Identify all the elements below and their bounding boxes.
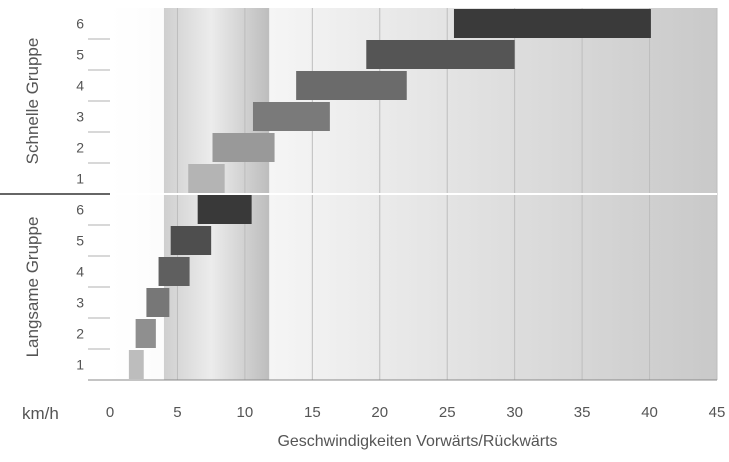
gear-label: 3 <box>76 109 84 125</box>
gear-bar <box>252 102 330 131</box>
x-tick-label: 40 <box>641 404 658 421</box>
x-tick-label: 20 <box>371 404 388 421</box>
group-label: Langsame Gruppe <box>23 217 42 358</box>
x-tick-label: 10 <box>237 404 254 421</box>
gear-bar <box>366 40 515 69</box>
x-tick-label: 35 <box>574 404 591 421</box>
gear-label: 6 <box>76 202 84 218</box>
gear-bar <box>146 288 170 317</box>
gear-label: 2 <box>76 140 84 156</box>
gear-bar <box>212 133 275 162</box>
gear-label: 1 <box>76 357 84 373</box>
group-label: Schnelle Gruppe <box>23 38 42 165</box>
gear-label: 2 <box>76 326 84 342</box>
x-tick-label: 5 <box>173 404 181 421</box>
gear-bar <box>296 71 407 100</box>
gear-label: 6 <box>76 16 84 32</box>
gear-bar <box>158 257 190 286</box>
gear-bar <box>197 195 252 224</box>
gear-bar <box>170 226 212 255</box>
x-tick-label: 15 <box>304 404 321 421</box>
x-tick-label: 25 <box>439 404 456 421</box>
x-tick-label: 0 <box>106 404 114 421</box>
x-tick-label: 30 <box>506 404 523 421</box>
gear-label: 5 <box>76 47 84 63</box>
gear-bar <box>135 319 156 348</box>
gear-label: 4 <box>76 78 84 94</box>
gear-label: 4 <box>76 264 84 280</box>
gear-label: 1 <box>76 171 84 187</box>
gear-label: 3 <box>76 295 84 311</box>
gear-bar <box>128 350 144 379</box>
x-tick-label: 45 <box>709 404 726 421</box>
gear-bar <box>453 9 651 38</box>
gear-bar <box>188 164 225 193</box>
x-axis-title: Geschwindigkeiten Vorwärts/Rückwärts <box>277 433 557 450</box>
unit-label: km/h <box>22 404 59 423</box>
gear-label: 5 <box>76 233 84 249</box>
